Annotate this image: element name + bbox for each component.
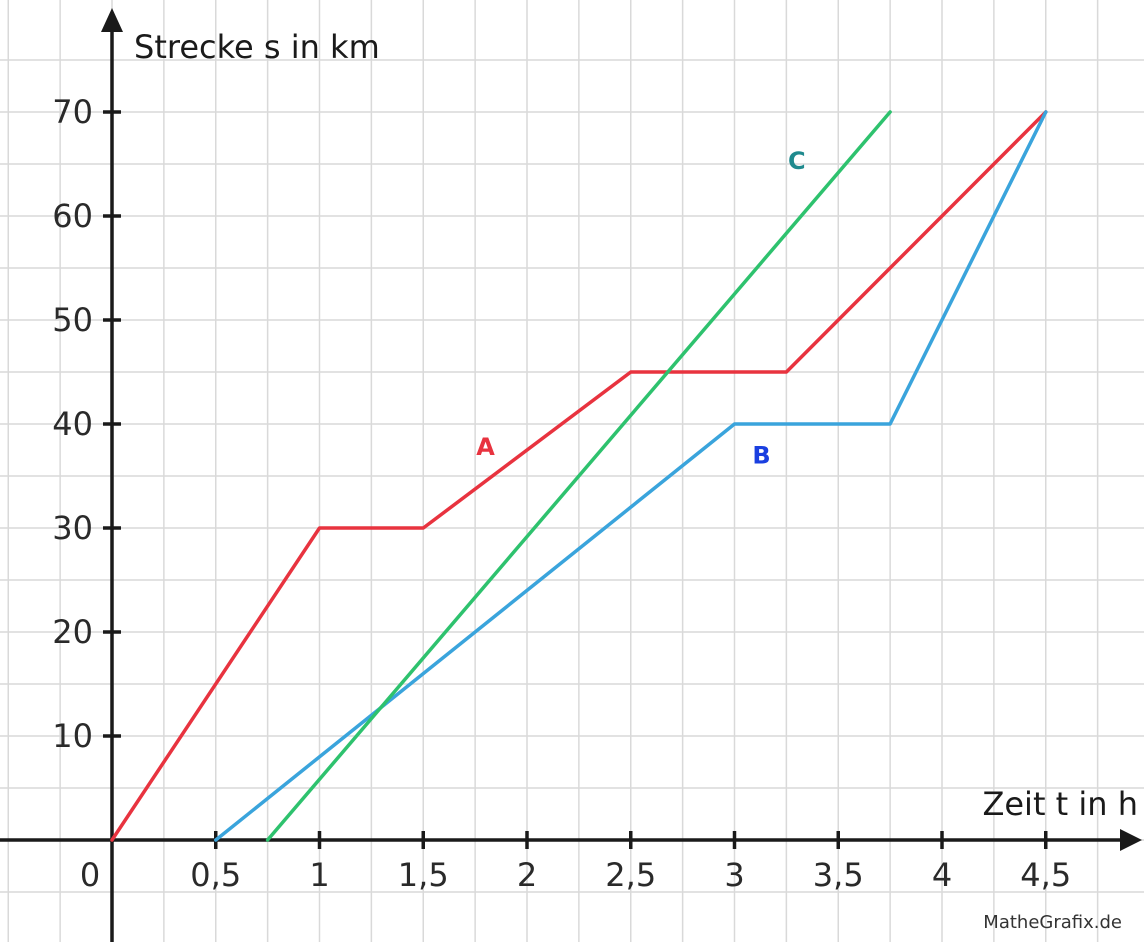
series-line-b xyxy=(214,110,1048,842)
x-tick-label: 3 xyxy=(724,856,744,894)
series-lines xyxy=(110,110,1048,842)
series-label-a: A xyxy=(476,433,495,461)
x-tick-label: 4 xyxy=(932,856,952,894)
x-tick-label: 2,5 xyxy=(605,856,656,894)
y-tick-label: 70 xyxy=(52,93,93,131)
y-tick-label: 60 xyxy=(52,197,93,235)
x-tick-label: 3,5 xyxy=(813,856,864,894)
series-label-c: C xyxy=(788,147,806,175)
y-tick-label: 10 xyxy=(52,717,93,755)
axes xyxy=(0,8,1142,942)
y-tick-label: 30 xyxy=(52,509,93,547)
x-axis-arrow xyxy=(1120,829,1142,851)
series-line-c xyxy=(265,110,892,842)
y-tick-label: 50 xyxy=(52,301,93,339)
x-tick-label: 1,5 xyxy=(398,856,449,894)
series-label-b: B xyxy=(752,442,770,470)
y-tick-label: 40 xyxy=(52,405,93,443)
y-axis-arrow xyxy=(101,8,123,32)
origin-label: 0 xyxy=(80,856,100,894)
series-line-a xyxy=(110,110,1048,842)
x-tick-label: 1 xyxy=(309,856,329,894)
x-axis-label: Zeit t in h xyxy=(982,785,1138,823)
y-tick-label: 20 xyxy=(52,613,93,651)
x-tick-label: 4,5 xyxy=(1020,856,1071,894)
y-axis-label: Strecke s in km xyxy=(134,28,380,66)
credit-text: MatheGrafix.de xyxy=(983,912,1122,933)
x-tick-label: 0,5 xyxy=(190,856,241,894)
labels: Strecke s in km Zeit t in h 0 MatheGrafi… xyxy=(80,28,1138,933)
ticks: 0,5 1 1,5 2 2,5 3 3,5 4 4,5 10 20 30 40 50 60 70 xyxy=(52,93,1071,894)
x-tick-label: 2 xyxy=(517,856,537,894)
